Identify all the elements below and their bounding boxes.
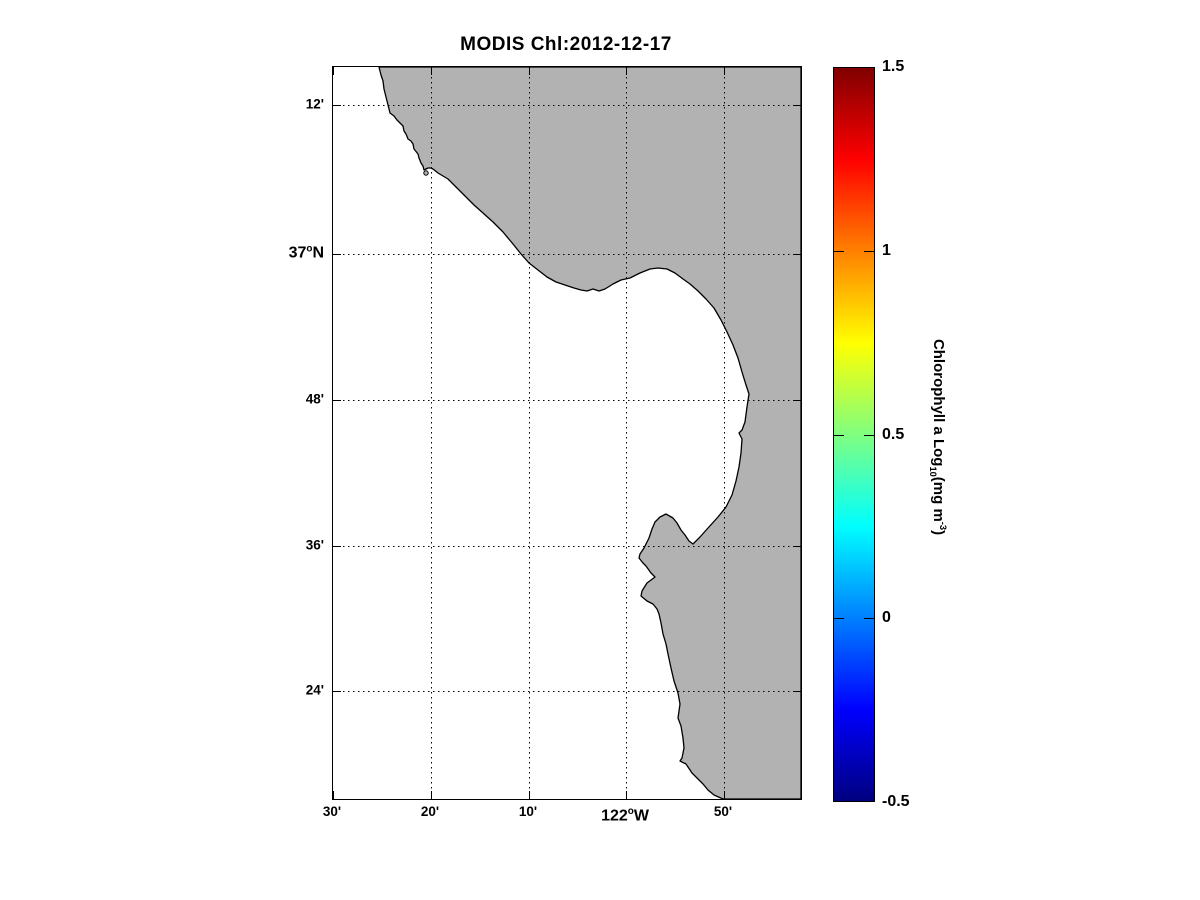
y-tick-label: 37oN xyxy=(289,243,324,262)
y-tick-mark-right xyxy=(793,254,801,256)
x-tick-label: 50' xyxy=(713,804,733,819)
y-gridline xyxy=(333,104,801,106)
colorbar-tick-label: -0.5 xyxy=(882,793,910,810)
degree-value: 122 xyxy=(601,807,628,825)
y-tick-label: 36' xyxy=(305,537,324,553)
y-tick-label: 24' xyxy=(305,682,324,698)
x-gridline xyxy=(626,67,627,799)
y-tick-mark-left xyxy=(333,399,341,401)
y-tick-mark-right xyxy=(793,691,801,693)
y-tick-mark-left xyxy=(333,104,341,106)
colorbar-tick-left xyxy=(834,251,844,253)
colorbar-tick-right xyxy=(864,251,874,253)
degree-value: 37 xyxy=(288,244,307,262)
plot-title: MODIS Chl:2012-12-17 xyxy=(460,34,672,55)
degree-symbol: o xyxy=(627,806,634,817)
colorbar xyxy=(833,67,875,802)
colorbar-label-text: Chlorophyll a Log xyxy=(930,338,947,467)
hemisphere-letter: N xyxy=(312,244,324,262)
colorbar-tick-label: 0 xyxy=(882,609,891,627)
y-tick-mark-left xyxy=(333,691,341,693)
colorbar-tick-right xyxy=(864,617,874,619)
land-layer xyxy=(378,67,801,799)
colorbar-axis-label: Chlorophyll a Log10(mg m-3) xyxy=(928,339,948,535)
land-mass-coastline xyxy=(378,67,801,799)
y-tick-mark-left xyxy=(333,254,341,256)
x-tick-mark-bottom xyxy=(626,791,627,799)
x-tick-label: 20' xyxy=(420,804,440,819)
y-tick-mark-left xyxy=(333,546,341,548)
islet-dot xyxy=(423,170,429,176)
x-gridline xyxy=(528,67,530,799)
colorbar-tick-left xyxy=(834,617,844,619)
colorbar-tick-label: 1 xyxy=(882,241,891,259)
x-tick-mark-top xyxy=(724,67,725,75)
y-gridline xyxy=(333,254,801,256)
map-plot-area xyxy=(332,66,802,800)
x-tick-mark-bottom xyxy=(724,791,725,799)
colorbar-label-close: ) xyxy=(930,530,947,536)
x-tick-label: 30' xyxy=(322,804,342,819)
colorbar-tick-label: 0.5 xyxy=(882,425,905,443)
y-tick-label: 48' xyxy=(305,391,324,407)
degree-symbol: o xyxy=(306,243,313,255)
y-tick-label: 12' xyxy=(305,96,324,112)
y-gridline xyxy=(333,691,801,693)
x-tick-mark-top xyxy=(430,67,432,75)
x-tick-mark-bottom xyxy=(333,791,334,799)
y-gridline xyxy=(333,546,801,548)
x-gridline xyxy=(430,67,432,799)
x-tick-mark-top xyxy=(626,67,627,75)
hemisphere-letter: W xyxy=(633,807,649,825)
y-tick-mark-right xyxy=(793,104,801,106)
x-tick-mark-top xyxy=(528,67,530,75)
y-tick-mark-right xyxy=(793,399,801,401)
colorbar-label-exponent: -3 xyxy=(938,521,948,531)
colorbar-label-units: (mg m xyxy=(930,476,947,522)
x-tick-label: 122oW xyxy=(601,806,649,825)
colorbar-tick-left xyxy=(834,434,844,436)
y-tick-mark-right xyxy=(793,546,801,548)
colorbar-label-subscript: 10 xyxy=(928,466,938,477)
colorbar-tick-label: 1.5 xyxy=(882,58,905,75)
x-gridline xyxy=(724,67,725,799)
colorbar-tick-right xyxy=(864,434,874,436)
x-tick-mark-bottom xyxy=(430,791,432,799)
x-tick-mark-top xyxy=(333,67,334,75)
x-tick-label: 10' xyxy=(518,804,538,819)
x-tick-mark-bottom xyxy=(528,791,530,799)
y-gridline xyxy=(333,399,801,401)
